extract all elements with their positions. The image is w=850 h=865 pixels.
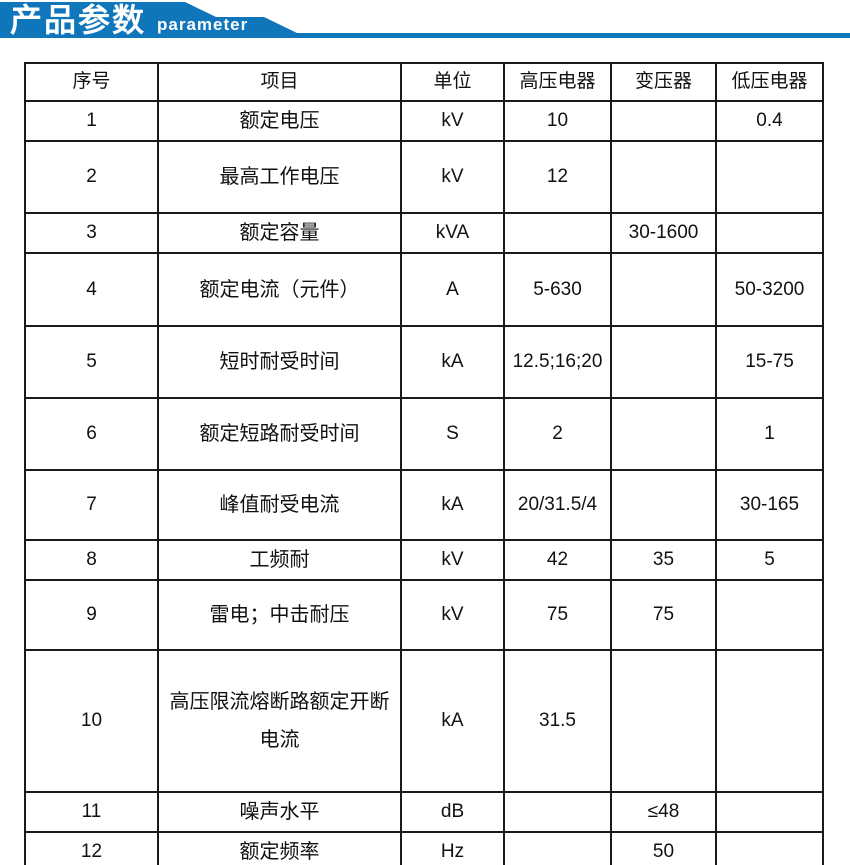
table-cell: 2 xyxy=(503,397,612,472)
table-cell: 12.5;16;20 xyxy=(503,325,612,400)
table-cell: kV xyxy=(400,579,505,652)
table-cell: S xyxy=(400,397,505,472)
table-cell: 额定电流（元件） xyxy=(157,252,402,328)
table-cell: 5 xyxy=(715,539,824,582)
row-number-cell: 5 xyxy=(24,325,159,400)
table-row: 1 额定电压 kV 10 0.4 xyxy=(24,100,824,143)
page-title: 产品参数 xyxy=(10,2,147,38)
table-cell xyxy=(715,140,824,215)
row-number-cell: 11 xyxy=(24,791,159,834)
table-cell: 短时耐受时间 xyxy=(157,325,402,400)
table-cell: 工频耐 xyxy=(157,539,402,582)
table-cell: kV xyxy=(400,539,505,582)
table-cell xyxy=(610,649,717,794)
table-cell xyxy=(715,649,824,794)
table-cell: 5-630 xyxy=(503,252,612,328)
header-cell: 序号 xyxy=(24,61,159,103)
row-number-cell: 2 xyxy=(24,140,159,215)
table-cell: Hz xyxy=(400,831,505,865)
table-cell: 0.4 xyxy=(715,100,824,143)
table-cell: 35 xyxy=(610,539,717,582)
table-row: 12 额定频率 Hz 50 xyxy=(24,831,824,865)
table-row: 2 最高工作电压 kV 12 xyxy=(24,140,824,215)
table-cell: kV xyxy=(400,100,505,143)
table-cell xyxy=(610,397,717,472)
table-cell: 75 xyxy=(610,579,717,652)
parameters-table: 序号 项目 单位 高压电器 变压器 低压电器 1 额定电压 kV 10 0.4 2 最高工作电压 kV 1… xyxy=(24,61,824,865)
row-number-cell: 12 xyxy=(24,831,159,865)
table-cell xyxy=(610,469,717,542)
table-cell: 额定电压 xyxy=(157,100,402,143)
table-cell: 30-1600 xyxy=(610,212,717,255)
row-number-cell: 3 xyxy=(24,212,159,255)
table-row: 3 额定容量 kVA 30-1600 xyxy=(24,212,824,255)
header-cell: 低压电器 xyxy=(715,61,824,103)
row-number-cell: 4 xyxy=(24,252,159,328)
table-cell: 额定容量 xyxy=(157,212,402,255)
table-cell: 最高工作电压 xyxy=(157,140,402,215)
table-cell: 31.5 xyxy=(503,649,612,794)
table-cell: A xyxy=(400,252,505,328)
table-cell: 50 xyxy=(610,831,717,865)
table-row: 8 工频耐 kV 42 35 5 xyxy=(24,539,824,582)
header-cell: 项目 xyxy=(157,61,402,103)
table-cell: 50-3200 xyxy=(715,252,824,328)
table-cell: 42 xyxy=(503,539,612,582)
row-number-cell: 10 xyxy=(24,649,159,794)
table-cell: 75 xyxy=(503,579,612,652)
row-number-cell: 7 xyxy=(24,469,159,542)
table-cell: 额定短路耐受时间 xyxy=(157,397,402,472)
table-cell: 12 xyxy=(503,140,612,215)
table-row: 9 雷电；中击耐压 kV 75 75 xyxy=(24,579,824,652)
table-cell xyxy=(715,791,824,834)
table-row: 6 额定短路耐受时间 S 2 1 xyxy=(24,397,824,472)
row-number-cell: 8 xyxy=(24,539,159,582)
table-cell: kA xyxy=(400,649,505,794)
table-header-row: 序号 项目 单位 高压电器 变压器 低压电器 xyxy=(24,61,824,103)
table-cell: kA xyxy=(400,325,505,400)
table-cell xyxy=(503,212,612,255)
table-cell xyxy=(503,831,612,865)
table-cell: 峰值耐受电流 xyxy=(157,469,402,542)
table-row: 11 噪声水平 dB ≤48 xyxy=(24,791,824,834)
table-cell xyxy=(610,140,717,215)
table-cell: kA xyxy=(400,469,505,542)
table-cell xyxy=(715,831,824,865)
table-cell: 20/31.5/4 xyxy=(503,469,612,542)
table-cell: dB xyxy=(400,791,505,834)
table-cell: 噪声水平 xyxy=(157,791,402,834)
row-number-cell: 6 xyxy=(24,397,159,472)
table-cell xyxy=(503,791,612,834)
table-row: 7 峰值耐受电流 kA 20/31.5/4 30-165 xyxy=(24,469,824,542)
table-body: 1 额定电压 kV 10 0.4 2 最高工作电压 kV 12 3 额定容量 kVA 30-1600 4 额… xyxy=(24,100,824,865)
table-cell: kV xyxy=(400,140,505,215)
row-number-cell: 1 xyxy=(24,100,159,143)
table-row: 10 高压限流熔断路额定开断电流 kA 31.5 xyxy=(24,649,824,794)
table-cell xyxy=(610,325,717,400)
row-number-cell: 9 xyxy=(24,579,159,652)
table-cell: 30-165 xyxy=(715,469,824,542)
table-cell: ≤48 xyxy=(610,791,717,834)
table-cell: 1 xyxy=(715,397,824,472)
header-cell: 单位 xyxy=(400,61,505,103)
table-cell xyxy=(610,252,717,328)
table-cell xyxy=(715,212,824,255)
page-subtitle: parameter xyxy=(157,15,249,34)
table-cell: 高压限流熔断路额定开断电流 xyxy=(157,649,402,794)
table-cell: kVA xyxy=(400,212,505,255)
table-row: 4 额定电流（元件） A 5-630 50-3200 xyxy=(24,252,824,328)
header-cell: 变压器 xyxy=(610,61,717,103)
header-cell: 高压电器 xyxy=(503,61,612,103)
table-cell: 额定频率 xyxy=(157,831,402,865)
banner: 产品参数 parameter xyxy=(0,0,850,50)
table-cell xyxy=(715,579,824,652)
table-cell: 10 xyxy=(503,100,612,143)
table-cell: 雷电；中击耐压 xyxy=(157,579,402,652)
table-cell xyxy=(610,100,717,143)
table-cell: 15-75 xyxy=(715,325,824,400)
table-row: 5 短时耐受时间 kA 12.5;16;20 15-75 xyxy=(24,325,824,400)
